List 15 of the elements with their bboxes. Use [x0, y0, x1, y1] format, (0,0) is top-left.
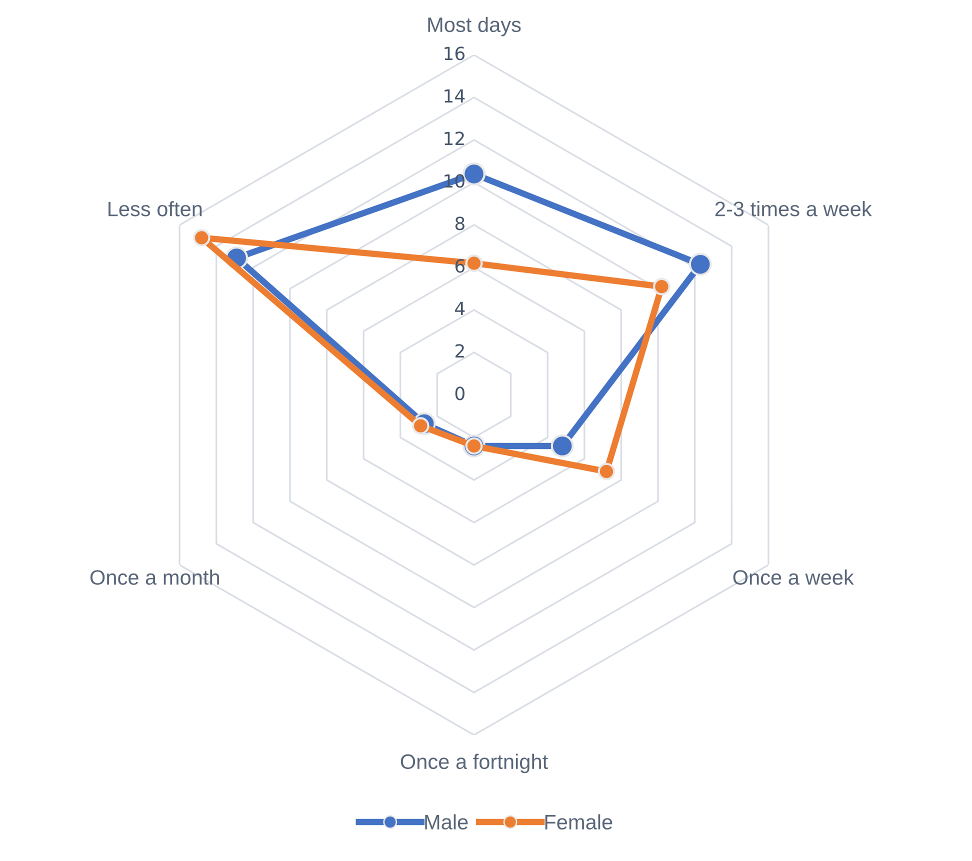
spoke-label: Less often	[108, 201, 202, 216]
y-tick-label: 16	[444, 46, 465, 60]
spoke-label: Once a fortnight	[400, 754, 548, 774]
spoke-label: Once a week	[733, 570, 854, 585]
y-tick-label: 8	[455, 216, 464, 230]
legend-label: Male	[425, 814, 468, 830]
y-tick-label: 0	[455, 386, 464, 400]
spoke-label: 2-3 times a week	[715, 201, 872, 216]
spoke-label: Once a month	[90, 570, 219, 585]
y-tick-label: 4	[455, 302, 465, 315]
spoke-label: Most days	[428, 16, 521, 36]
y-tick-label: 12	[444, 132, 464, 145]
y-tick-label: 2	[456, 344, 464, 358]
y-tick-label: 14	[444, 89, 465, 102]
legend-label: Female	[545, 814, 612, 830]
